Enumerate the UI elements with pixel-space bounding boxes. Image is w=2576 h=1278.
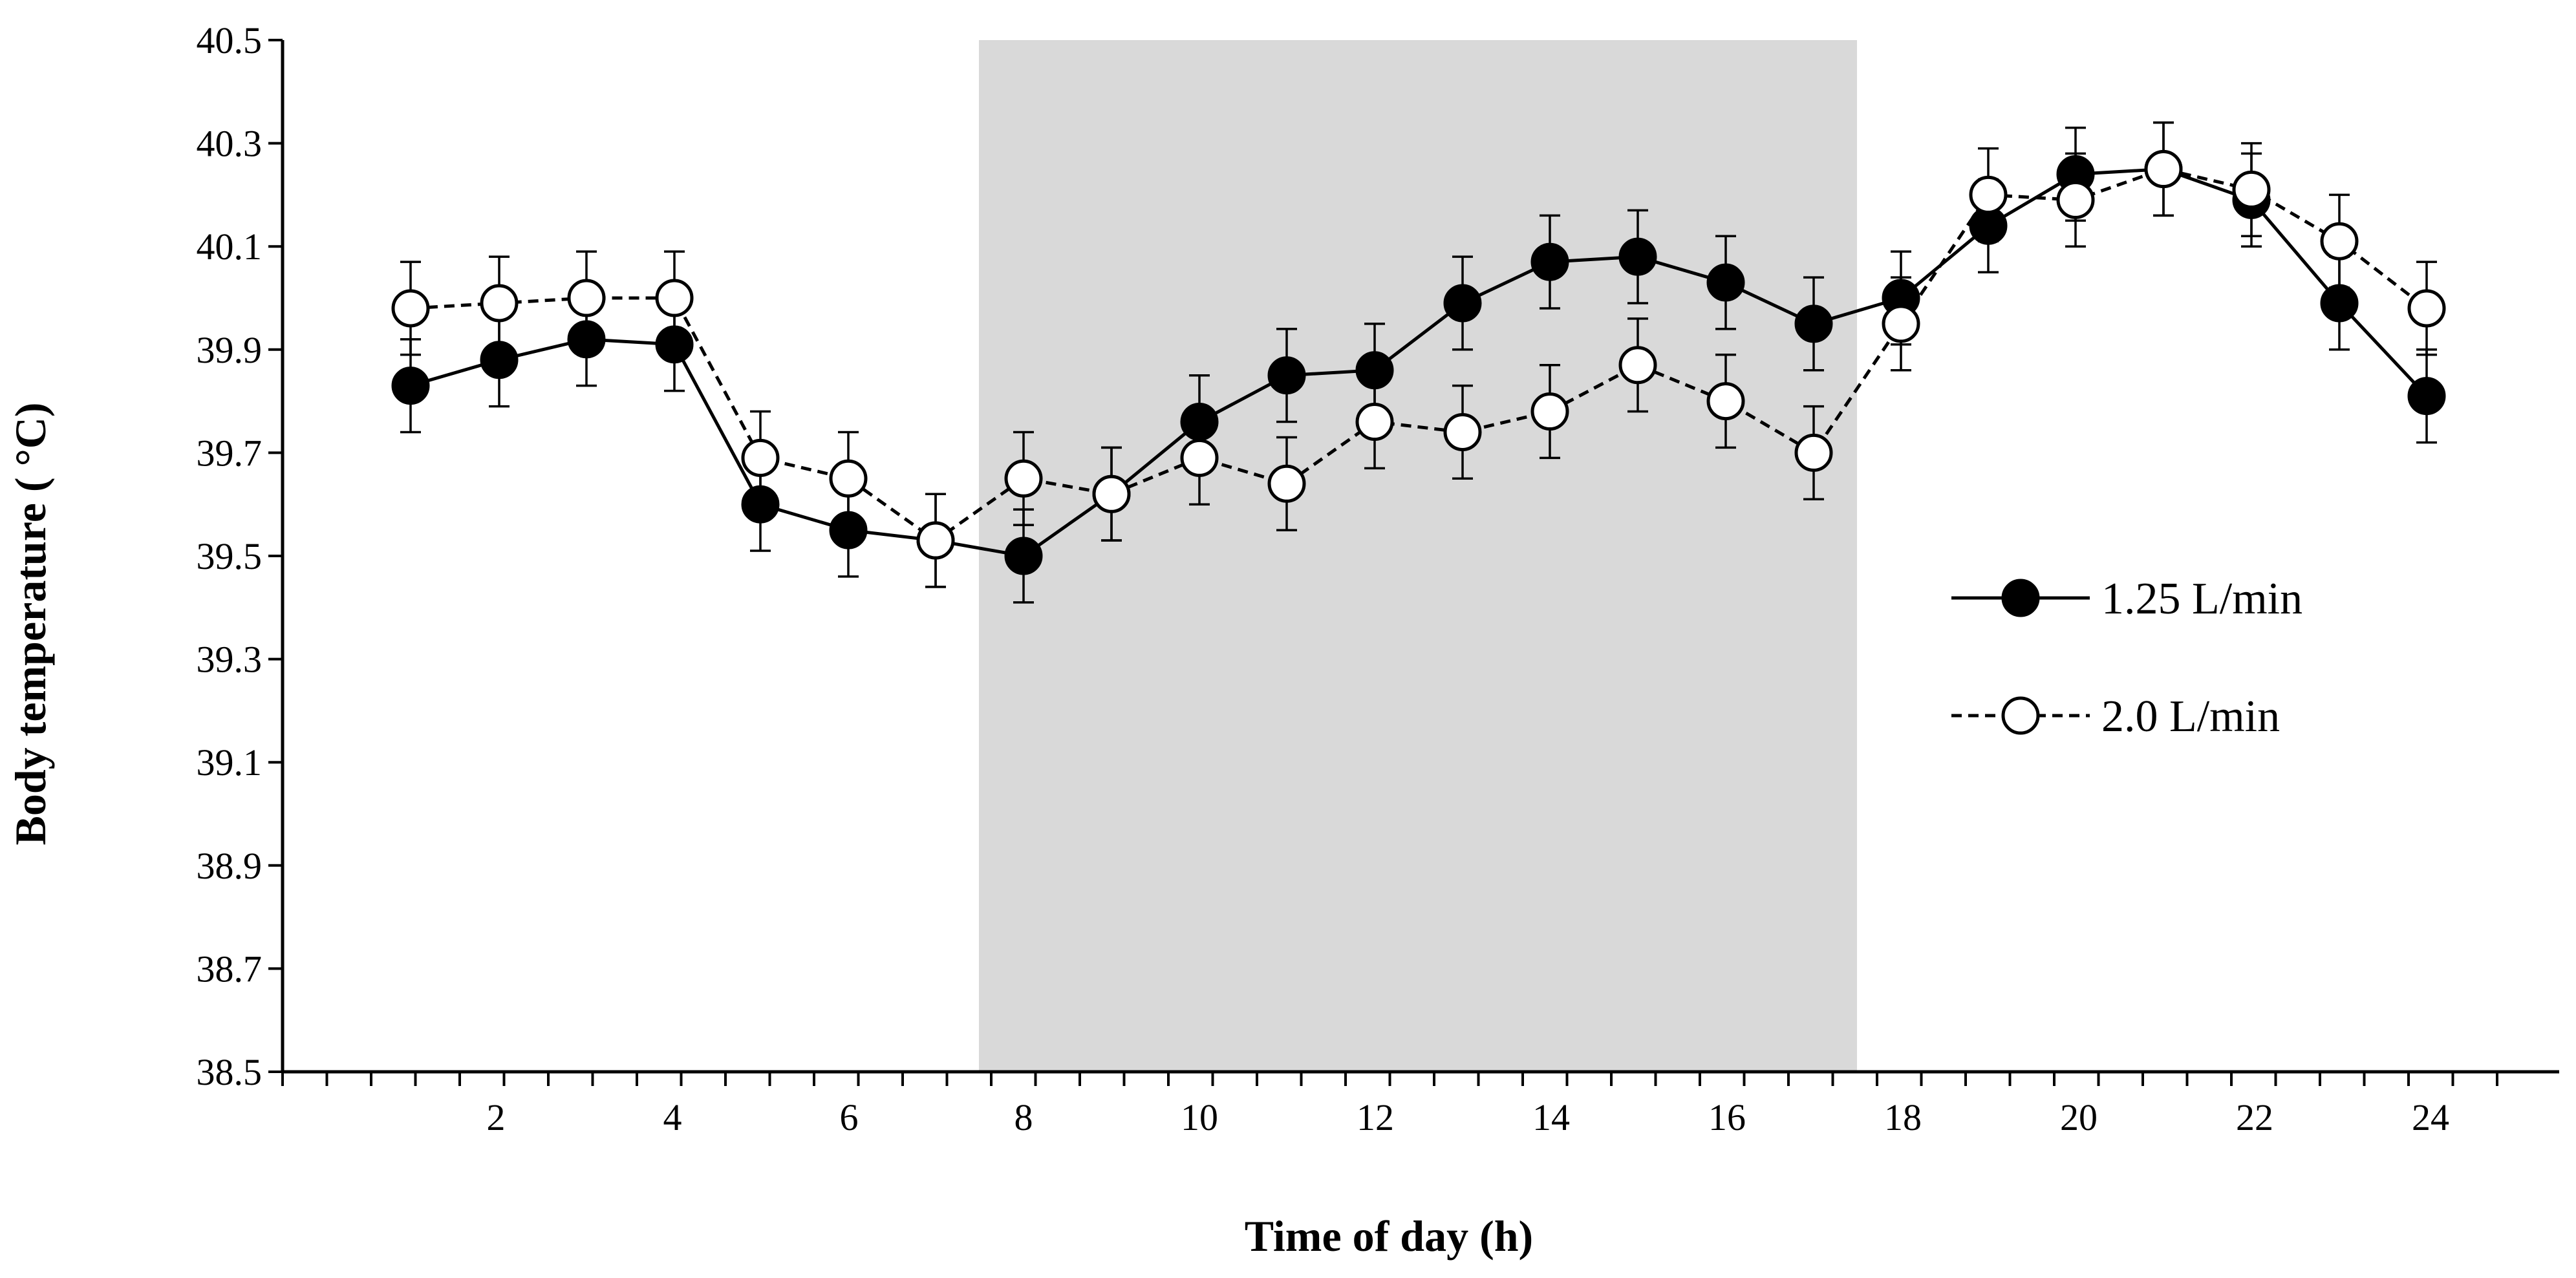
data-point [1530, 242, 1569, 281]
data-point [1706, 263, 1745, 302]
y-tick-label: 38.7 [197, 948, 263, 990]
data-point [567, 279, 606, 317]
legend-label: 2.0 L/min [2101, 692, 2280, 741]
y-tick-label: 39.9 [197, 329, 263, 371]
data-point [1618, 237, 1657, 276]
data-point [2407, 377, 2446, 416]
data-point [1882, 304, 1920, 343]
data-point [1794, 433, 1833, 472]
data-point [1443, 284, 1482, 323]
series-layer [391, 121, 2446, 604]
data-point [1618, 346, 1657, 385]
x-axis-title: Time of day (h) [1245, 1211, 1533, 1261]
data-point [2056, 180, 2095, 219]
dark-period-shading [979, 40, 1857, 1072]
data-point [1355, 403, 1394, 442]
x-tick-label: 24 [2412, 1096, 2449, 1138]
data-point [829, 459, 868, 498]
y-tick-label: 39.3 [197, 639, 263, 681]
data-point [916, 521, 955, 560]
data-point [655, 279, 694, 317]
data-point [1443, 412, 1482, 451]
x-tick-label: 12 [1357, 1096, 1394, 1138]
x-tick-label: 2 [487, 1096, 506, 1138]
y-tick-label: 39.7 [197, 432, 263, 474]
y-tick-label: 38.9 [197, 845, 263, 887]
x-tick-label: 16 [1708, 1096, 1746, 1138]
x-tick-label: 10 [1181, 1096, 1218, 1138]
axes-layer [268, 39, 2559, 1086]
data-point [741, 438, 780, 477]
data-point [1180, 438, 1219, 477]
y-tick-label: 40.5 [197, 19, 263, 61]
x-tick-label: 14 [1532, 1096, 1570, 1138]
x-tick-label: 4 [663, 1096, 682, 1138]
data-point [1706, 382, 1745, 421]
data-point [1969, 175, 2008, 214]
data-point [2320, 284, 2359, 323]
data-point [2144, 150, 2183, 188]
legend-marker [2001, 696, 2040, 735]
data-point [1794, 304, 1833, 343]
x-tick-label: 8 [1014, 1096, 1033, 1138]
y-tick-label: 38.5 [197, 1051, 263, 1093]
y-tick-label: 39.5 [197, 535, 263, 577]
data-point [1530, 392, 1569, 431]
data-point [391, 367, 430, 405]
x-tick-label: 18 [1884, 1096, 1922, 1138]
y-tick-label: 39.1 [197, 741, 263, 783]
y-tick-label: 40.1 [197, 226, 263, 268]
data-point [391, 289, 430, 328]
data-point [1267, 356, 1306, 395]
data-point [1267, 464, 1306, 503]
series-open [391, 121, 2446, 588]
data-point [1004, 537, 1043, 575]
x-tick-label: 6 [840, 1096, 859, 1138]
legend-marker [2001, 579, 2040, 617]
legend: 1.25 L/min 2.0 L/min [1951, 574, 2302, 741]
legend-label: 1.25 L/min [2101, 574, 2302, 624]
x-tick-label: 20 [2060, 1096, 2098, 1138]
data-point [480, 284, 519, 323]
data-point [1004, 459, 1043, 498]
y-axis-title: Body temperature ( °C) [6, 402, 55, 845]
tick-labels: 38.5 38.7 38.9 39.1 39.3 39.5 39.7 39.9 40.1 40.3… [197, 19, 2450, 1138]
data-point [2407, 289, 2446, 328]
y-tick-label: 40.3 [197, 123, 263, 165]
data-point [2232, 170, 2271, 209]
data-point [2320, 222, 2359, 261]
data-point [1092, 474, 1131, 513]
series-filled [391, 121, 2446, 604]
x-tick-label: 22 [2236, 1096, 2273, 1138]
